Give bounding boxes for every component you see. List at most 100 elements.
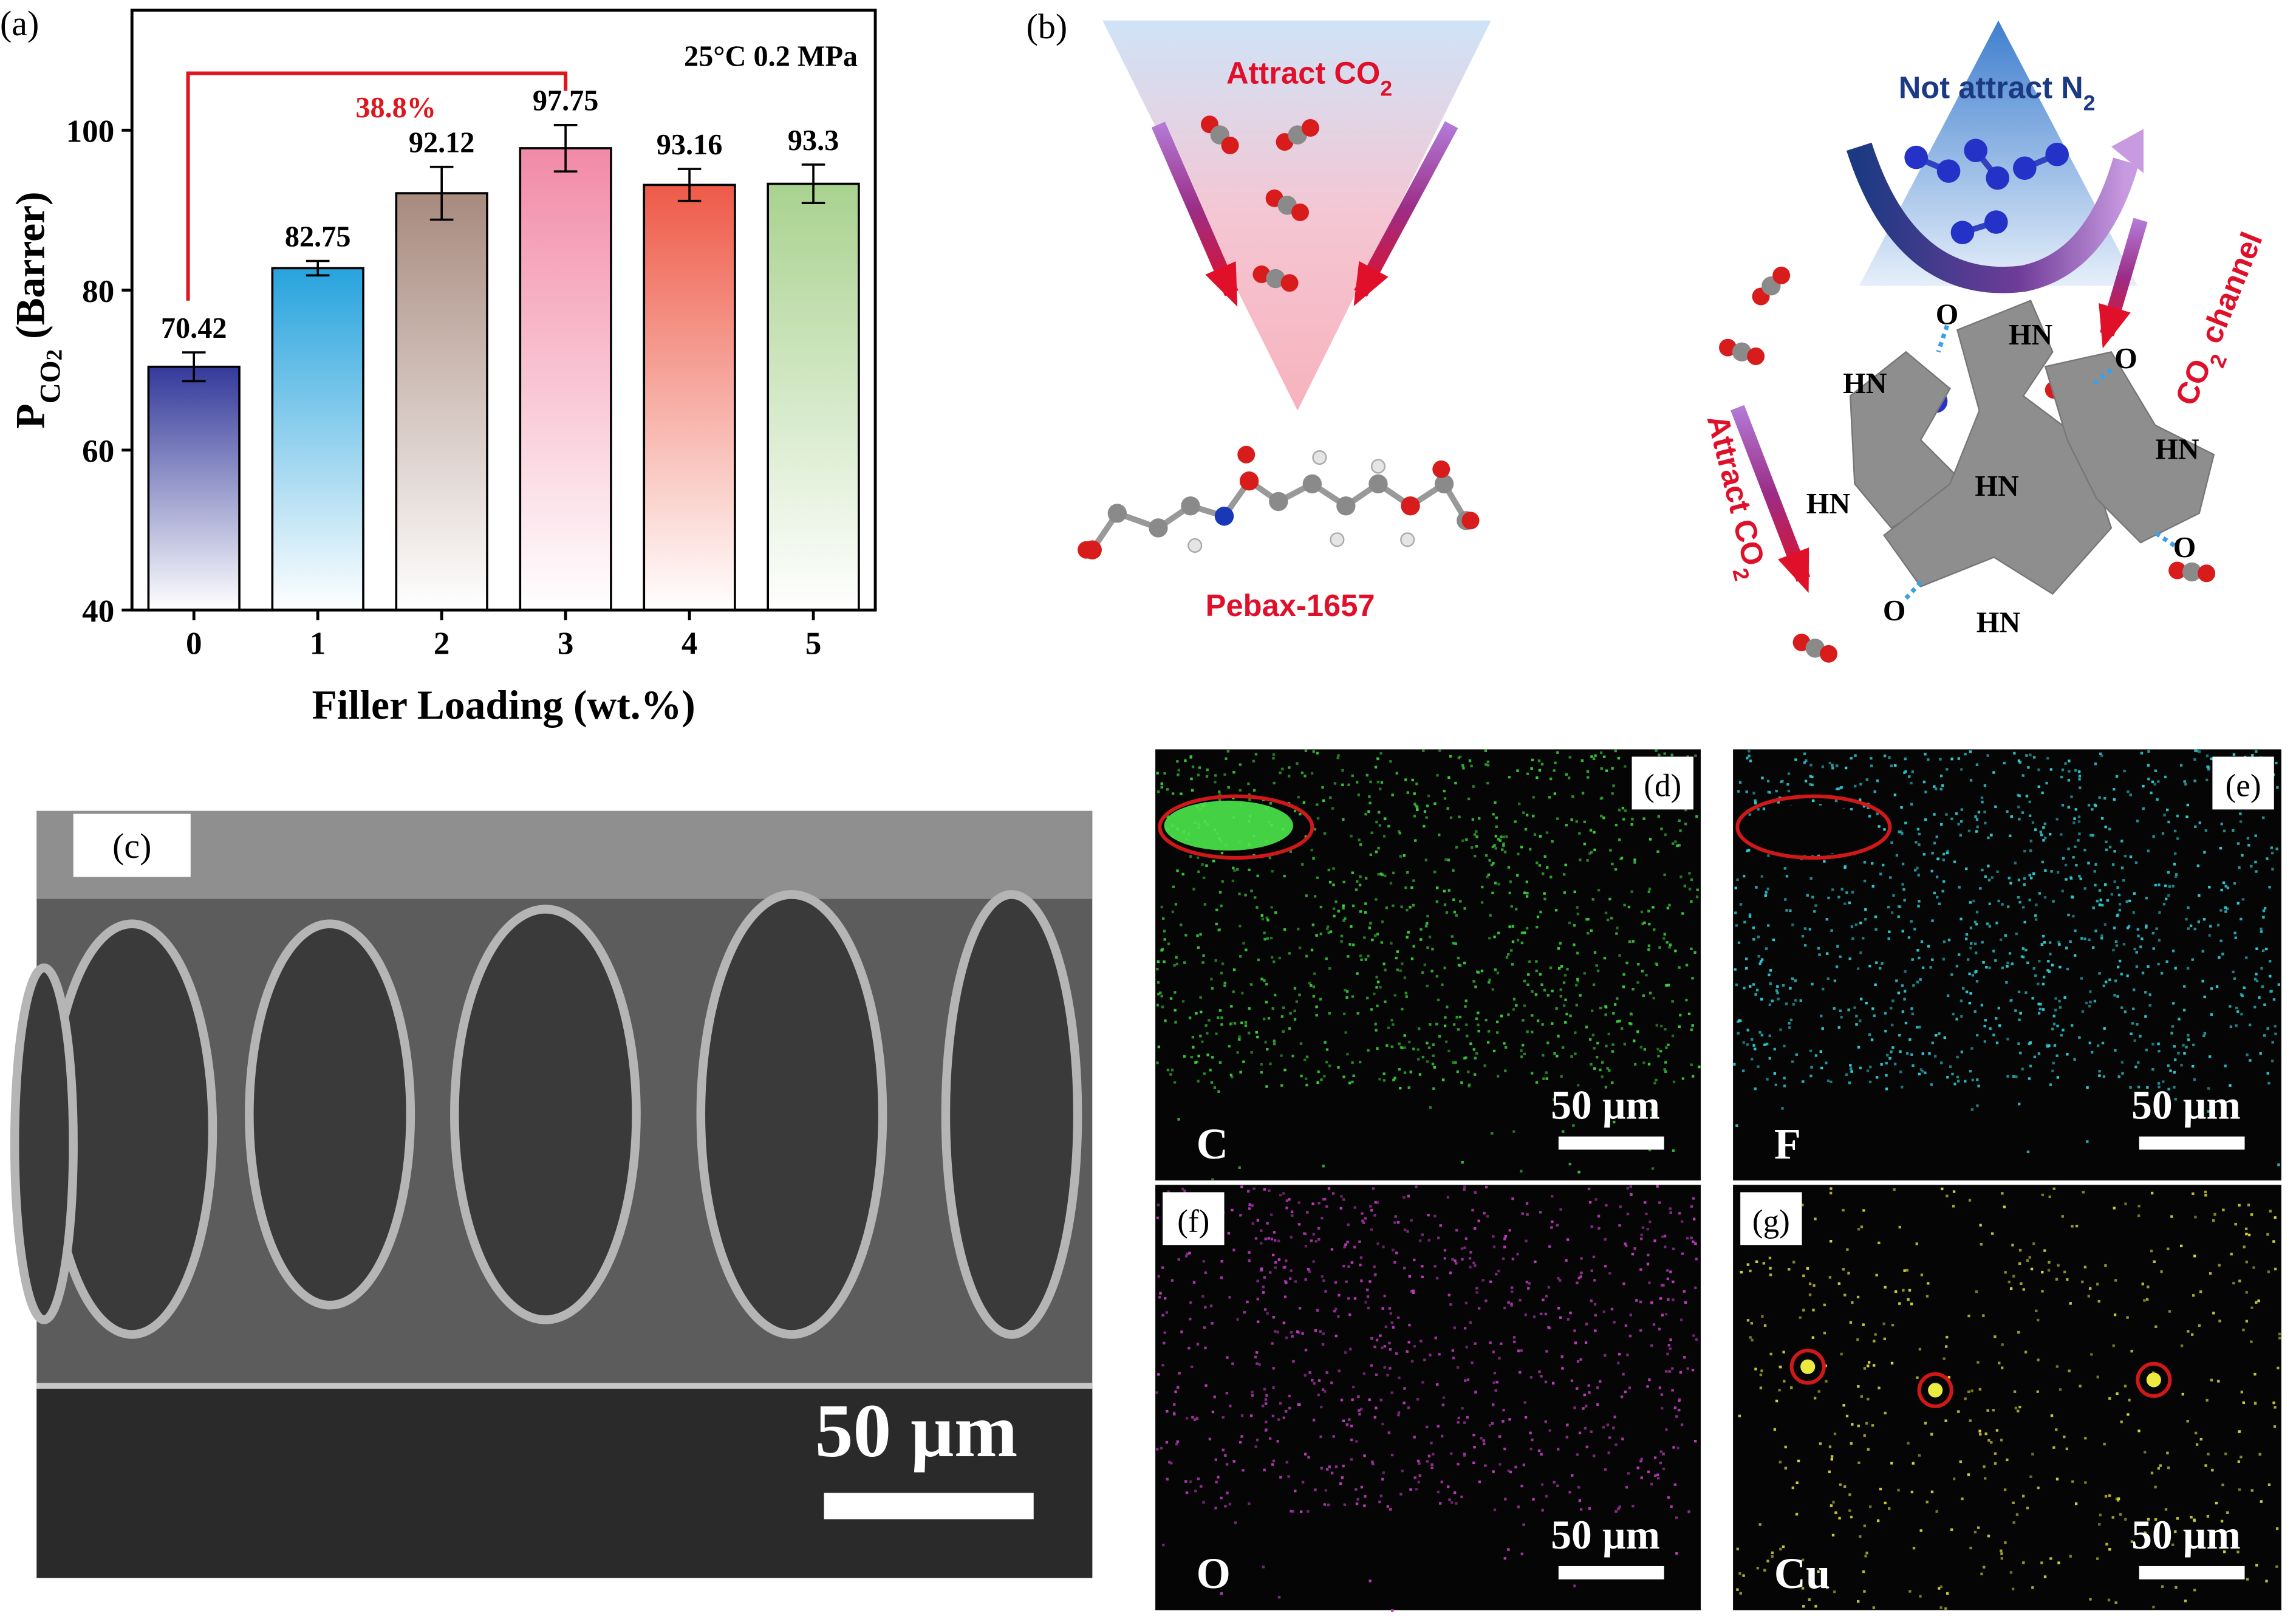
eds-signal (1990, 1441, 1993, 1444)
eds-signal (1776, 991, 1779, 995)
eds-signal (1522, 1019, 1525, 1022)
eds-signal (1995, 1017, 1998, 1020)
eds-signal (1692, 1334, 1695, 1337)
eds-signal (1975, 818, 1979, 821)
eds-signal (1242, 1060, 1245, 1063)
eds-signal (1382, 1471, 1385, 1474)
eds-signal (2028, 800, 2031, 804)
eds-signal (1474, 1056, 1477, 1060)
eds-signal (1945, 813, 1948, 816)
eds-signal (1649, 838, 1652, 841)
eds-signal (1633, 1247, 1636, 1250)
eds-signal (2250, 1306, 2253, 1309)
eds-signal (1164, 1297, 1167, 1300)
eds-signal (2049, 832, 2052, 836)
eds-signal (2017, 1042, 2020, 1046)
eds-signal (2157, 962, 2160, 966)
eds-signal (1649, 991, 1652, 995)
eds-signal (2255, 870, 2258, 873)
eds-signal (2185, 917, 2188, 921)
eds-signal (1809, 1049, 1813, 1052)
eds-signal (2018, 1102, 2021, 1106)
eds-signal (1290, 1269, 1293, 1272)
eds-signal (1263, 937, 1266, 941)
eds-cluster (1164, 800, 1293, 851)
eds-signal (1192, 1046, 1195, 1049)
eds-signal (2078, 770, 2081, 773)
eds-signal (1464, 999, 1467, 1002)
eds-signal (2036, 1390, 2039, 1393)
eds-signal (1492, 1245, 1496, 1248)
eds-signal (1891, 999, 1895, 1002)
eds-signal (1830, 1187, 1833, 1190)
eds-signal (1977, 1084, 1980, 1087)
eds-signal (1736, 1547, 1739, 1550)
eds-signal (1745, 790, 1748, 793)
eds-signal (1520, 1552, 1523, 1555)
eds-signal (1220, 1496, 1223, 1500)
eds-signal (1565, 1259, 1568, 1262)
eds-signal (1792, 1003, 1795, 1006)
eds-signal (1302, 801, 1306, 804)
eds-signal (1469, 1265, 1472, 1268)
eds-signal (1370, 1337, 1373, 1340)
sem-pore (245, 919, 415, 1310)
eds-signal (2266, 1072, 2269, 1075)
eds-signal (2251, 754, 2254, 757)
eds-signal (1381, 1477, 1384, 1481)
eds-signal (2187, 1330, 2190, 1333)
eds-signal (1959, 834, 1963, 837)
eds-signal (1406, 871, 1409, 874)
eds-signal (1209, 1304, 1213, 1307)
eds-signal (1874, 983, 1877, 987)
eds-signal (1271, 869, 1274, 873)
eds-signal (1548, 1245, 1551, 1248)
eds-signal (1839, 1483, 1842, 1486)
eds-signal (2253, 1005, 2257, 1008)
eds-signal (1204, 1346, 1207, 1349)
eds-signal (1924, 753, 1927, 756)
eds-signal (1992, 771, 1995, 774)
eds-signal (1679, 875, 1683, 878)
eds-signal (1331, 807, 1334, 810)
eds-signal (2104, 1494, 2108, 1498)
eds-signal (1325, 927, 1329, 931)
eds-signal (1564, 863, 1567, 867)
eds-signal (1409, 1488, 1412, 1491)
eds-signal (2063, 1435, 2066, 1439)
eds-signal (1170, 1462, 1173, 1465)
eds-signal (1349, 1347, 1352, 1351)
eds-signal (1964, 937, 1968, 940)
eds-signal (1239, 955, 1242, 958)
eds-signal (2141, 937, 2144, 940)
eds-signal (2224, 885, 2227, 888)
eds-signal (1573, 1329, 1576, 1332)
eds-signal (1324, 1197, 1327, 1201)
eds-signal (2062, 1029, 2065, 1032)
eds-signal (1469, 1251, 1472, 1254)
eds-signal (2116, 1499, 2120, 1502)
eds-signal (1383, 1344, 1387, 1348)
eds-signal (1871, 1007, 1874, 1010)
eds-signal (1761, 1315, 1764, 1318)
eds-signal (1248, 1032, 1251, 1035)
eds-signal (1183, 1055, 1186, 1058)
eds-signal (1356, 1498, 1359, 1501)
eds-signal (1652, 996, 1655, 1000)
eds-signal (1289, 1012, 1292, 1015)
eds-signal (1444, 858, 1447, 861)
eds-signal (1477, 1012, 1480, 1015)
eds-signal (2049, 1083, 2052, 1086)
eds-signal (2157, 1043, 2160, 1046)
eds-signal (1664, 833, 1667, 837)
eds-signal (1319, 1435, 1322, 1439)
eds-signal (1567, 1318, 1570, 1321)
eds-signal (1389, 882, 1393, 885)
eds-signal (1614, 868, 1618, 871)
eds-signal (2018, 900, 2021, 904)
eds-signal (1217, 1016, 1220, 1019)
eds-signal (2100, 937, 2103, 940)
eds-signal (2179, 764, 2183, 767)
eds-signal (1177, 1258, 1180, 1261)
eds-signal (1264, 1041, 1267, 1044)
